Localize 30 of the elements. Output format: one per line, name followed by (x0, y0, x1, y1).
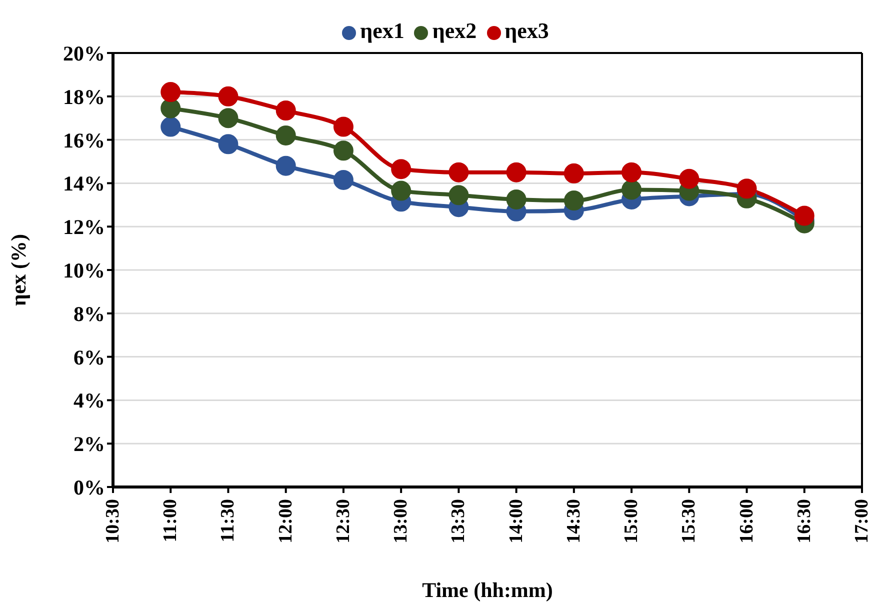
legend-label: ηex1 (360, 18, 404, 43)
x-tick-label: 10:30 (102, 499, 124, 544)
x-tick-label: 13:00 (390, 499, 412, 544)
x-tick-label: 13:30 (448, 499, 470, 544)
x-tick-label: 12:30 (332, 499, 354, 544)
x-tick-label: 11:30 (218, 499, 239, 542)
y-tick-label: 0% (74, 475, 105, 500)
legend-label: ηex3 (504, 18, 549, 43)
legend-label: ηex2 (432, 18, 477, 43)
x-tick-label: 16:30 (794, 499, 815, 544)
y-tick-label: 14% (63, 172, 105, 196)
x-tick-label: 16:00 (736, 499, 758, 544)
y-tick-label: 16% (63, 128, 105, 152)
y-axis-title: ηex (%) (6, 234, 30, 306)
x-tick-label: 11:00 (160, 499, 182, 542)
x-axis-title: Time (hh:mm) (422, 578, 553, 602)
x-tick-label: 15:00 (621, 499, 642, 544)
y-tick-label: 10% (63, 258, 105, 282)
y-tick-label: 6% (74, 345, 105, 370)
y-tick-label: 12% (63, 215, 105, 240)
y-tick-label: 18% (63, 84, 105, 109)
y-tick-label: 20% (63, 41, 105, 66)
y-tick-label: 8% (74, 302, 105, 326)
x-tick-label: 14:00 (506, 499, 527, 544)
y-tick-label: 2% (74, 432, 105, 456)
x-tick-label: 17:00 (852, 499, 872, 544)
x-tick-label: 12:00 (275, 499, 296, 544)
y-tick-label: 4% (74, 388, 105, 413)
x-tick-label: 14:30 (563, 499, 584, 544)
x-tick-label: 15:30 (678, 499, 700, 544)
